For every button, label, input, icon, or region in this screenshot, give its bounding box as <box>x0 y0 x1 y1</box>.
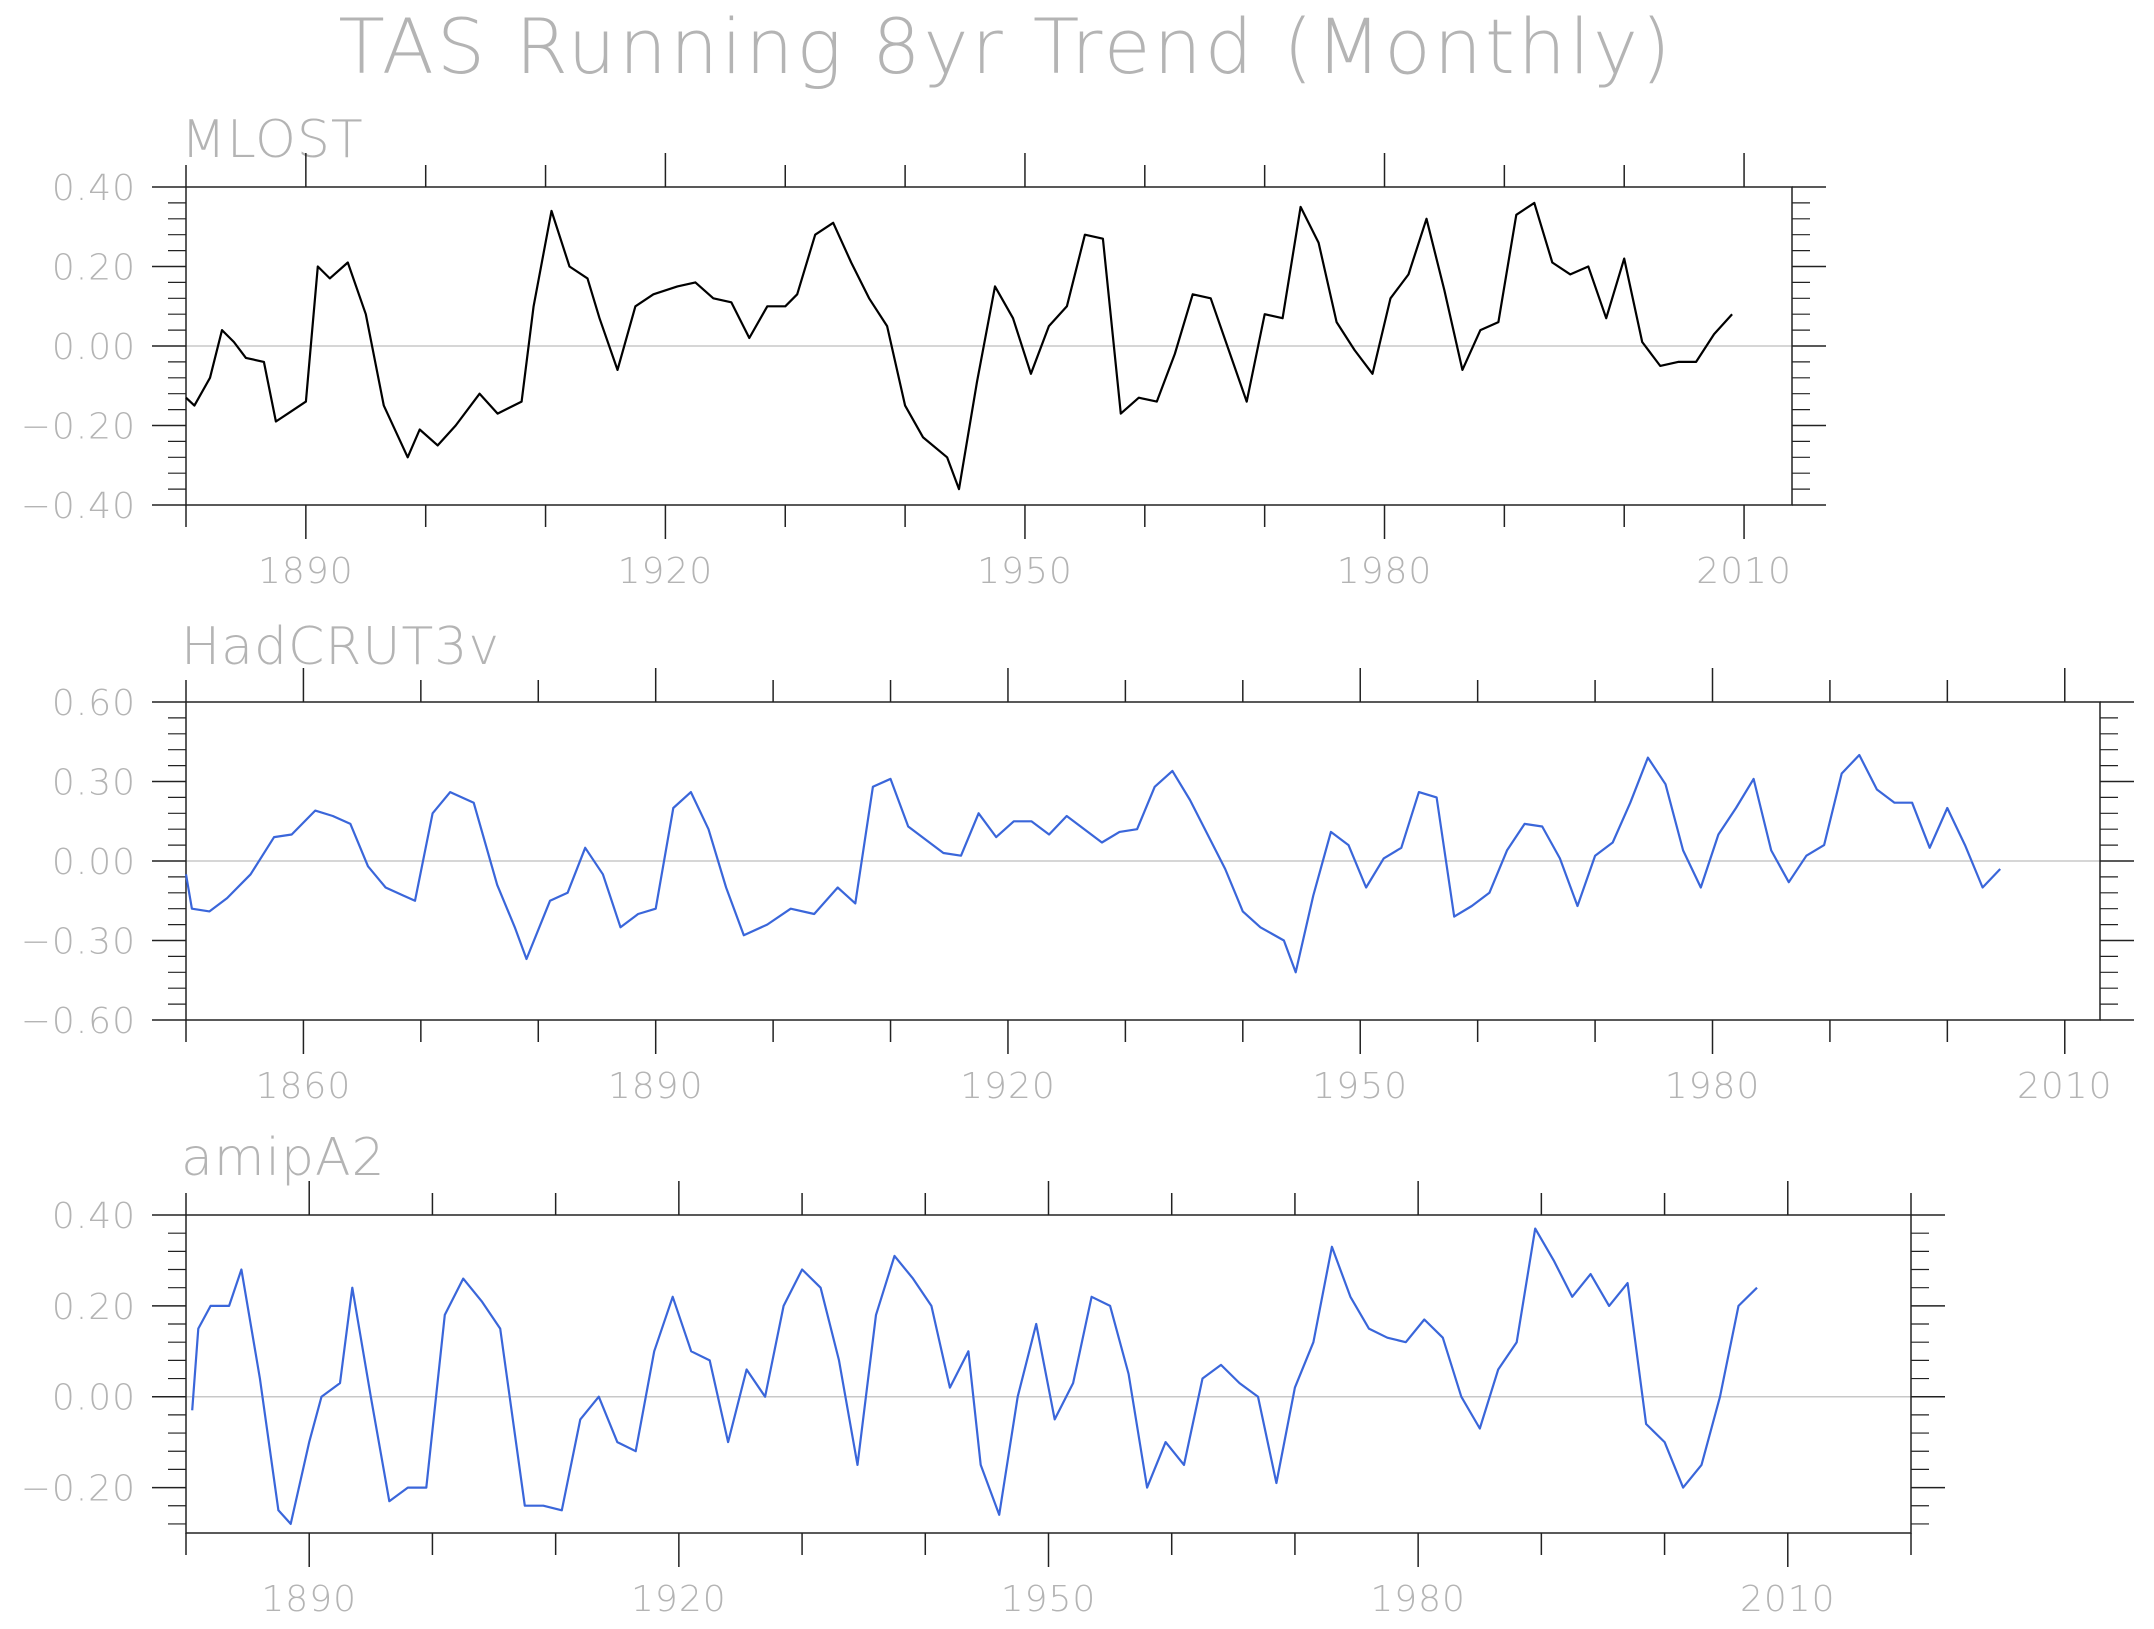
panel-mlost: MLOST 0.40 0.20 0.00 −0.20 −0.40 1890 1920 1950 1… <box>21 110 1826 592</box>
y-tick-label: −0.20 <box>21 407 136 448</box>
x-tick-label: 1920 <box>618 551 714 592</box>
x-tick-label: 2010 <box>1740 1579 1836 1620</box>
x-tick-label: 1860 <box>256 1066 352 1107</box>
x-tick-label: 1920 <box>631 1579 727 1620</box>
panel-amipa2: amipA2 0.40 0.20 0.00 −0.20 1890 1920 1950 1980 2… <box>21 1128 1945 1620</box>
panel-title: HadCRUT3v <box>181 617 500 677</box>
panel-hadcrut3v: HadCRUT3v 0.60 0.30 0.00 −0.30 −0.60 1860 1890 1… <box>21 617 2134 1107</box>
y-tick-label: −0.30 <box>21 922 136 963</box>
x-tick-label: 1980 <box>1370 1579 1466 1620</box>
x-tick-label: 2010 <box>2017 1066 2113 1107</box>
x-tick-label: 1950 <box>1001 1579 1097 1620</box>
y-tick-label: 0.00 <box>52 327 136 368</box>
plot-frame <box>185 1214 1912 1534</box>
x-tick-label: 1980 <box>1337 551 1433 592</box>
x-tick-label: 1890 <box>258 551 354 592</box>
series-line-hadcrut3v <box>184 753 2001 974</box>
x-tick-label: 1950 <box>977 551 1073 592</box>
y-tick-label: 0.60 <box>52 683 136 724</box>
y-tick-label: 0.40 <box>52 1196 136 1237</box>
x-tick-label: 1980 <box>1665 1066 1761 1107</box>
y-tick-label: −0.40 <box>21 486 136 527</box>
panel-title: MLOST <box>181 110 364 170</box>
panels: MLOST 0.40 0.20 0.00 −0.20 −0.40 1890 1920 1950 1… <box>21 110 2134 1620</box>
y-tick-label: 0.20 <box>52 1287 136 1328</box>
y-tick-label: 0.00 <box>52 1378 136 1419</box>
x-tick-label: 1920 <box>960 1066 1056 1107</box>
y-tick-label: −0.20 <box>21 1469 136 1510</box>
x-tick-label: 1890 <box>608 1066 704 1107</box>
x-tick-label: 1890 <box>261 1579 357 1620</box>
y-tick-label: 0.20 <box>52 248 136 289</box>
y-tick-label: 0.30 <box>52 763 136 804</box>
figure-title: TAS Running 8yr Trend (Monthly) <box>338 2 1673 91</box>
y-tick-label: 0.40 <box>52 168 136 209</box>
series-line-amipa2 <box>191 1227 1758 1526</box>
y-tick-label: −0.60 <box>21 1001 136 1042</box>
y-tick-label: 0.00 <box>52 842 136 883</box>
x-tick-label: 2010 <box>1696 551 1792 592</box>
x-tick-label: 1950 <box>1312 1066 1408 1107</box>
series-line-mlost <box>185 201 1733 491</box>
panel-title: amipA2 <box>181 1128 386 1188</box>
